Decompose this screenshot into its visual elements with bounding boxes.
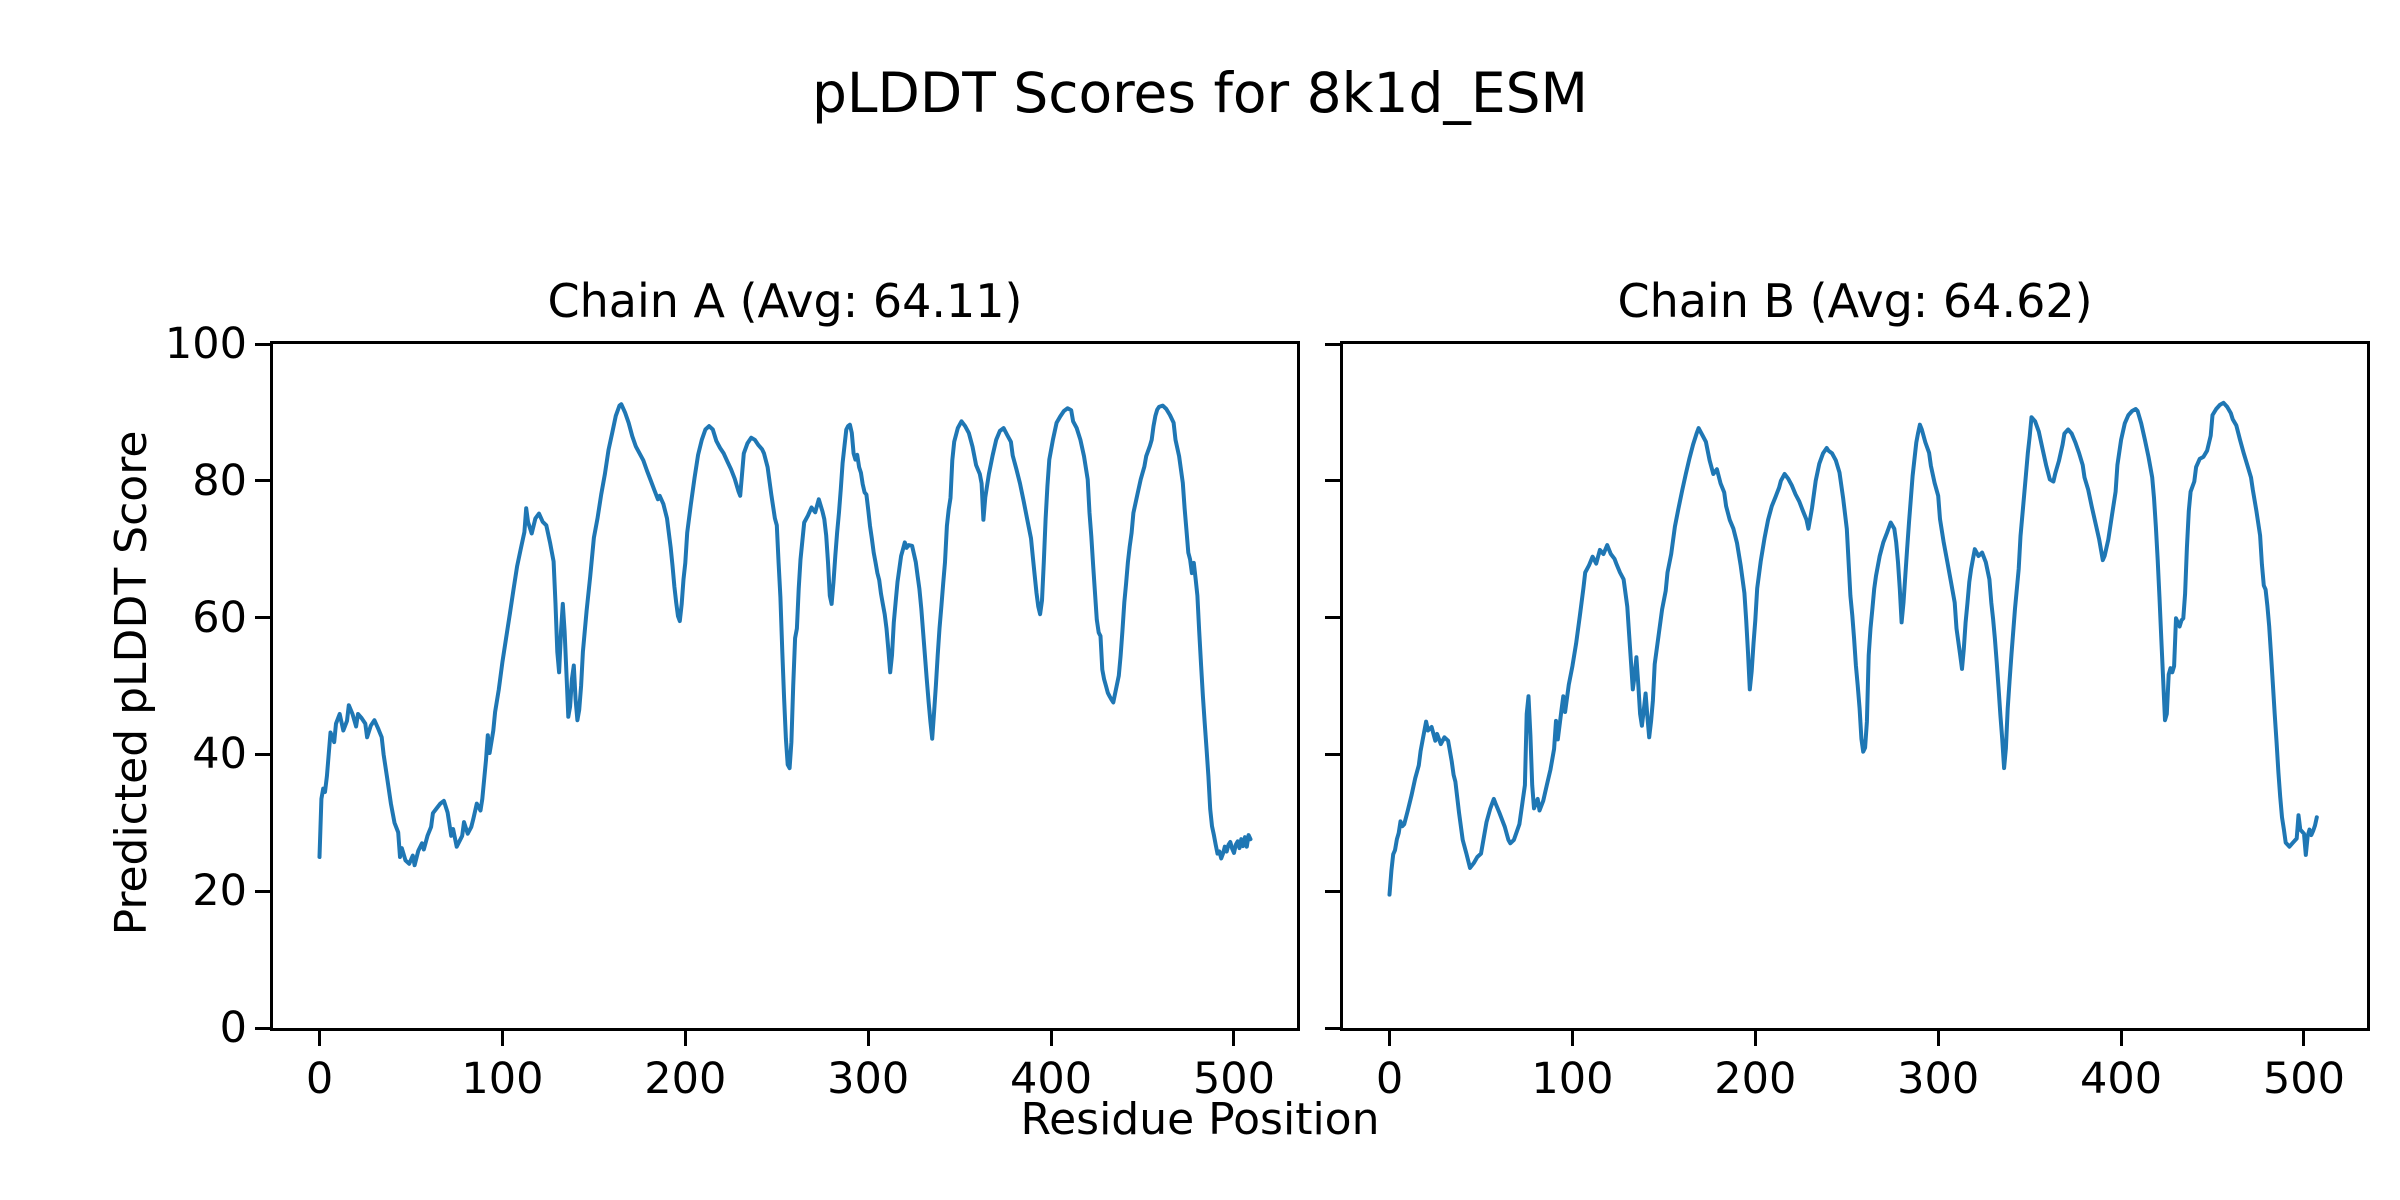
y-tick-label: 60 [192,592,247,643]
x-tick-mark [683,1031,687,1046]
y-tick-mark [255,479,270,483]
x-tick-label: 0 [1375,1054,1404,1104]
y-tick-label: 40 [192,729,247,780]
y-tick-label: 80 [192,455,247,506]
y-tick-label: 100 [164,319,247,369]
x-tick-label: 0 [305,1054,334,1104]
x-tick-label: 500 [2262,1054,2346,1104]
chain-a-line-plot [317,402,1253,868]
plddt-line-chain-A [317,402,1253,868]
y-tick-label: 20 [192,866,247,917]
subplot-chain-a: Chain A (Avg: 64.11) 0 100 200 300 400 500 0 20… [165,278,1300,1101]
x-tick-mark [1936,1031,1940,1046]
subplot-chain-b: Chain B (Avg: 64.62) 0 100 200 300 400 500 [1325,278,2370,1101]
x-tick-label: 400 [1010,1054,1093,1104]
y-tick-mark [255,342,270,346]
x-tick-mark [866,1031,870,1046]
x-tick-label: 300 [827,1054,910,1104]
y-tick-mark [1325,479,1340,483]
y-tick-label: 0 [219,1003,247,1053]
x-tick-mark [1570,1031,1574,1046]
chain-b-line-plot [1387,400,2319,897]
x-tick-label: 200 [644,1054,727,1104]
x-tick-mark [2302,1031,2306,1046]
y-tick-mark [1325,1026,1340,1030]
y-tick-mark [255,889,270,893]
y-tick-mark [1325,342,1340,346]
x-tick-mark [1753,1031,1757,1046]
plddt-line-chain-B [1387,400,2319,897]
x-tick-label: 500 [1192,1054,1276,1104]
x-tick-mark [1388,1031,1392,1046]
y-tick-mark [1325,752,1340,756]
x-axis-label: Residue Position [1020,1094,1380,1145]
y-tick-mark [255,616,270,620]
subplot-chain-a-title: Chain A (Avg: 64.11) [547,274,1023,328]
x-tick-label: 300 [1897,1054,1980,1104]
figure-title: pLDDT Scores for 8k1d_ESM [812,61,1588,125]
x-tick-mark [500,1031,504,1046]
x-tick-mark [2119,1031,2123,1046]
y-tick-mark [1325,616,1340,620]
x-tick-label: 100 [461,1054,544,1104]
x-tick-label: 400 [2080,1054,2163,1104]
x-tick-mark [1049,1031,1053,1046]
y-tick-mark [255,1026,270,1030]
x-tick-label: 200 [1714,1054,1797,1104]
y-tick-mark [1325,889,1340,893]
y-tick-mark [255,752,270,756]
x-tick-mark [1232,1031,1236,1046]
y-axis-label: Predicted pLDDT Score [106,430,157,936]
x-tick-label: 100 [1531,1054,1614,1104]
subplot-chain-b-title: Chain B (Avg: 64.62) [1617,274,2093,328]
x-tick-mark [318,1031,322,1046]
